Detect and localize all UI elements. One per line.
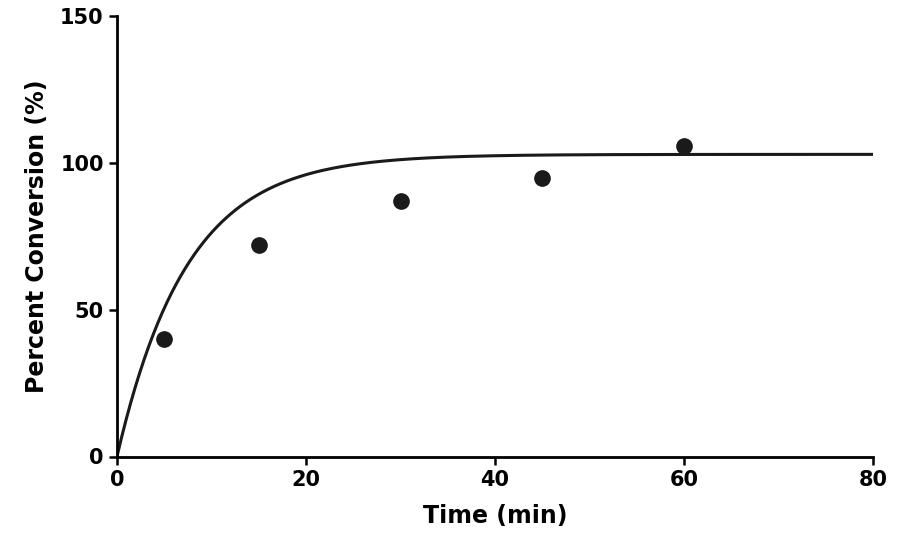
- Y-axis label: Percent Conversion (%): Percent Conversion (%): [25, 80, 50, 393]
- Point: [393, 197, 408, 206]
- Point: [157, 335, 171, 344]
- X-axis label: Time (min): Time (min): [423, 504, 567, 527]
- Point: [677, 141, 691, 150]
- Point: [251, 241, 266, 250]
- Point: [535, 173, 549, 182]
